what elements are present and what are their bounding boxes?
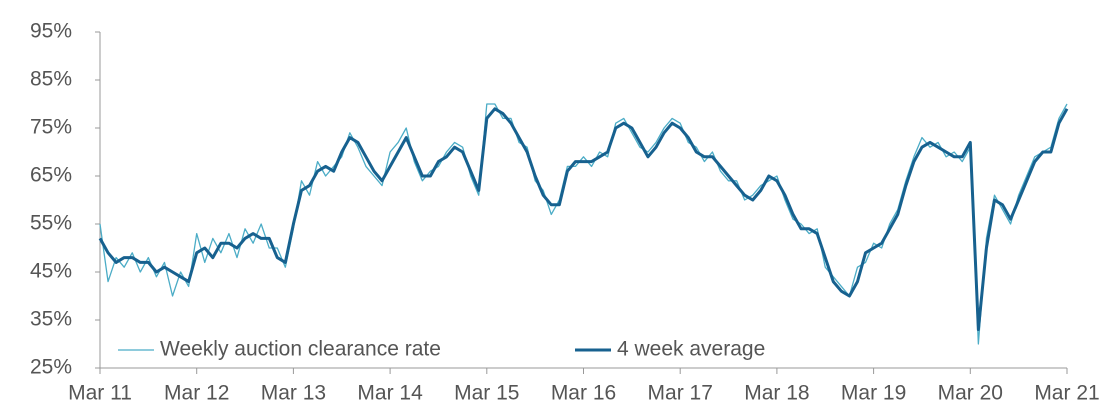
y-tick-label: 45% [30, 260, 72, 283]
x-tick-label: Mar 13 [261, 382, 326, 405]
x-tick-label: Mar 15 [454, 382, 519, 405]
y-tick-label: 25% [30, 356, 72, 379]
legend-label: Weekly auction clearance rate [160, 338, 441, 361]
series-line [98, 107, 1069, 332]
series-line [99, 103, 1068, 345]
x-tick-label: Mar 11 [68, 382, 132, 405]
x-tick-label: Mar 14 [357, 382, 423, 405]
x-tick-label: Mar 16 [551, 382, 616, 405]
y-tick-label: 65% [30, 164, 72, 187]
x-tick-label: Mar 19 [841, 382, 906, 405]
y-tick-label: 85% [30, 68, 72, 91]
x-tick-label: Mar 17 [648, 382, 713, 405]
x-tick-label: Mar 12 [164, 382, 229, 405]
y-tick-label: 55% [30, 212, 72, 235]
x-tick-label: Mar 21 [1034, 382, 1099, 405]
legend-label: 4 week average [617, 338, 765, 361]
y-tick-label: 75% [30, 116, 72, 139]
y-tick-label: 95% [30, 20, 72, 43]
x-tick-label: Mar 20 [938, 382, 1003, 405]
y-tick-label: 35% [30, 308, 72, 331]
x-tick-label: Mar 18 [744, 382, 809, 405]
